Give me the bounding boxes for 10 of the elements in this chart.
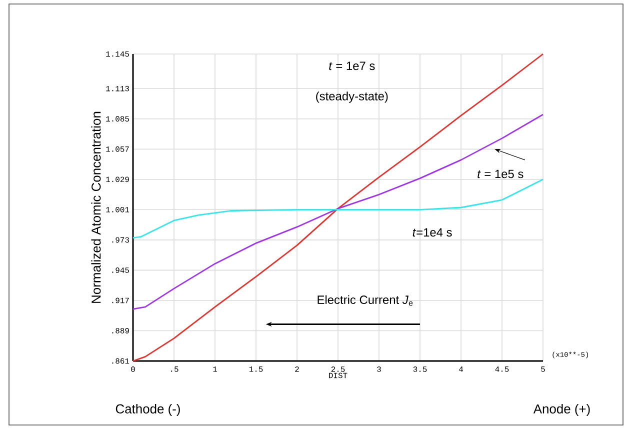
annotation: t = 1e7 s bbox=[329, 62, 375, 70]
line-series bbox=[132, 114, 544, 310]
text: Cathode (-) bbox=[116, 404, 180, 416]
annotation: Electric Current J$_{e}$ bbox=[318, 295, 413, 306]
text: Anode (+) bbox=[533, 404, 590, 416]
line-series bbox=[132, 53, 544, 362]
annotation: (steady-state) bbox=[316, 92, 388, 103]
annotation: t=1e4 s bbox=[412, 228, 452, 237]
y-axis-title: Normalized Atomic Concentration bbox=[91, 112, 101, 303]
annotation: t = 1e5 s bbox=[478, 170, 524, 178]
